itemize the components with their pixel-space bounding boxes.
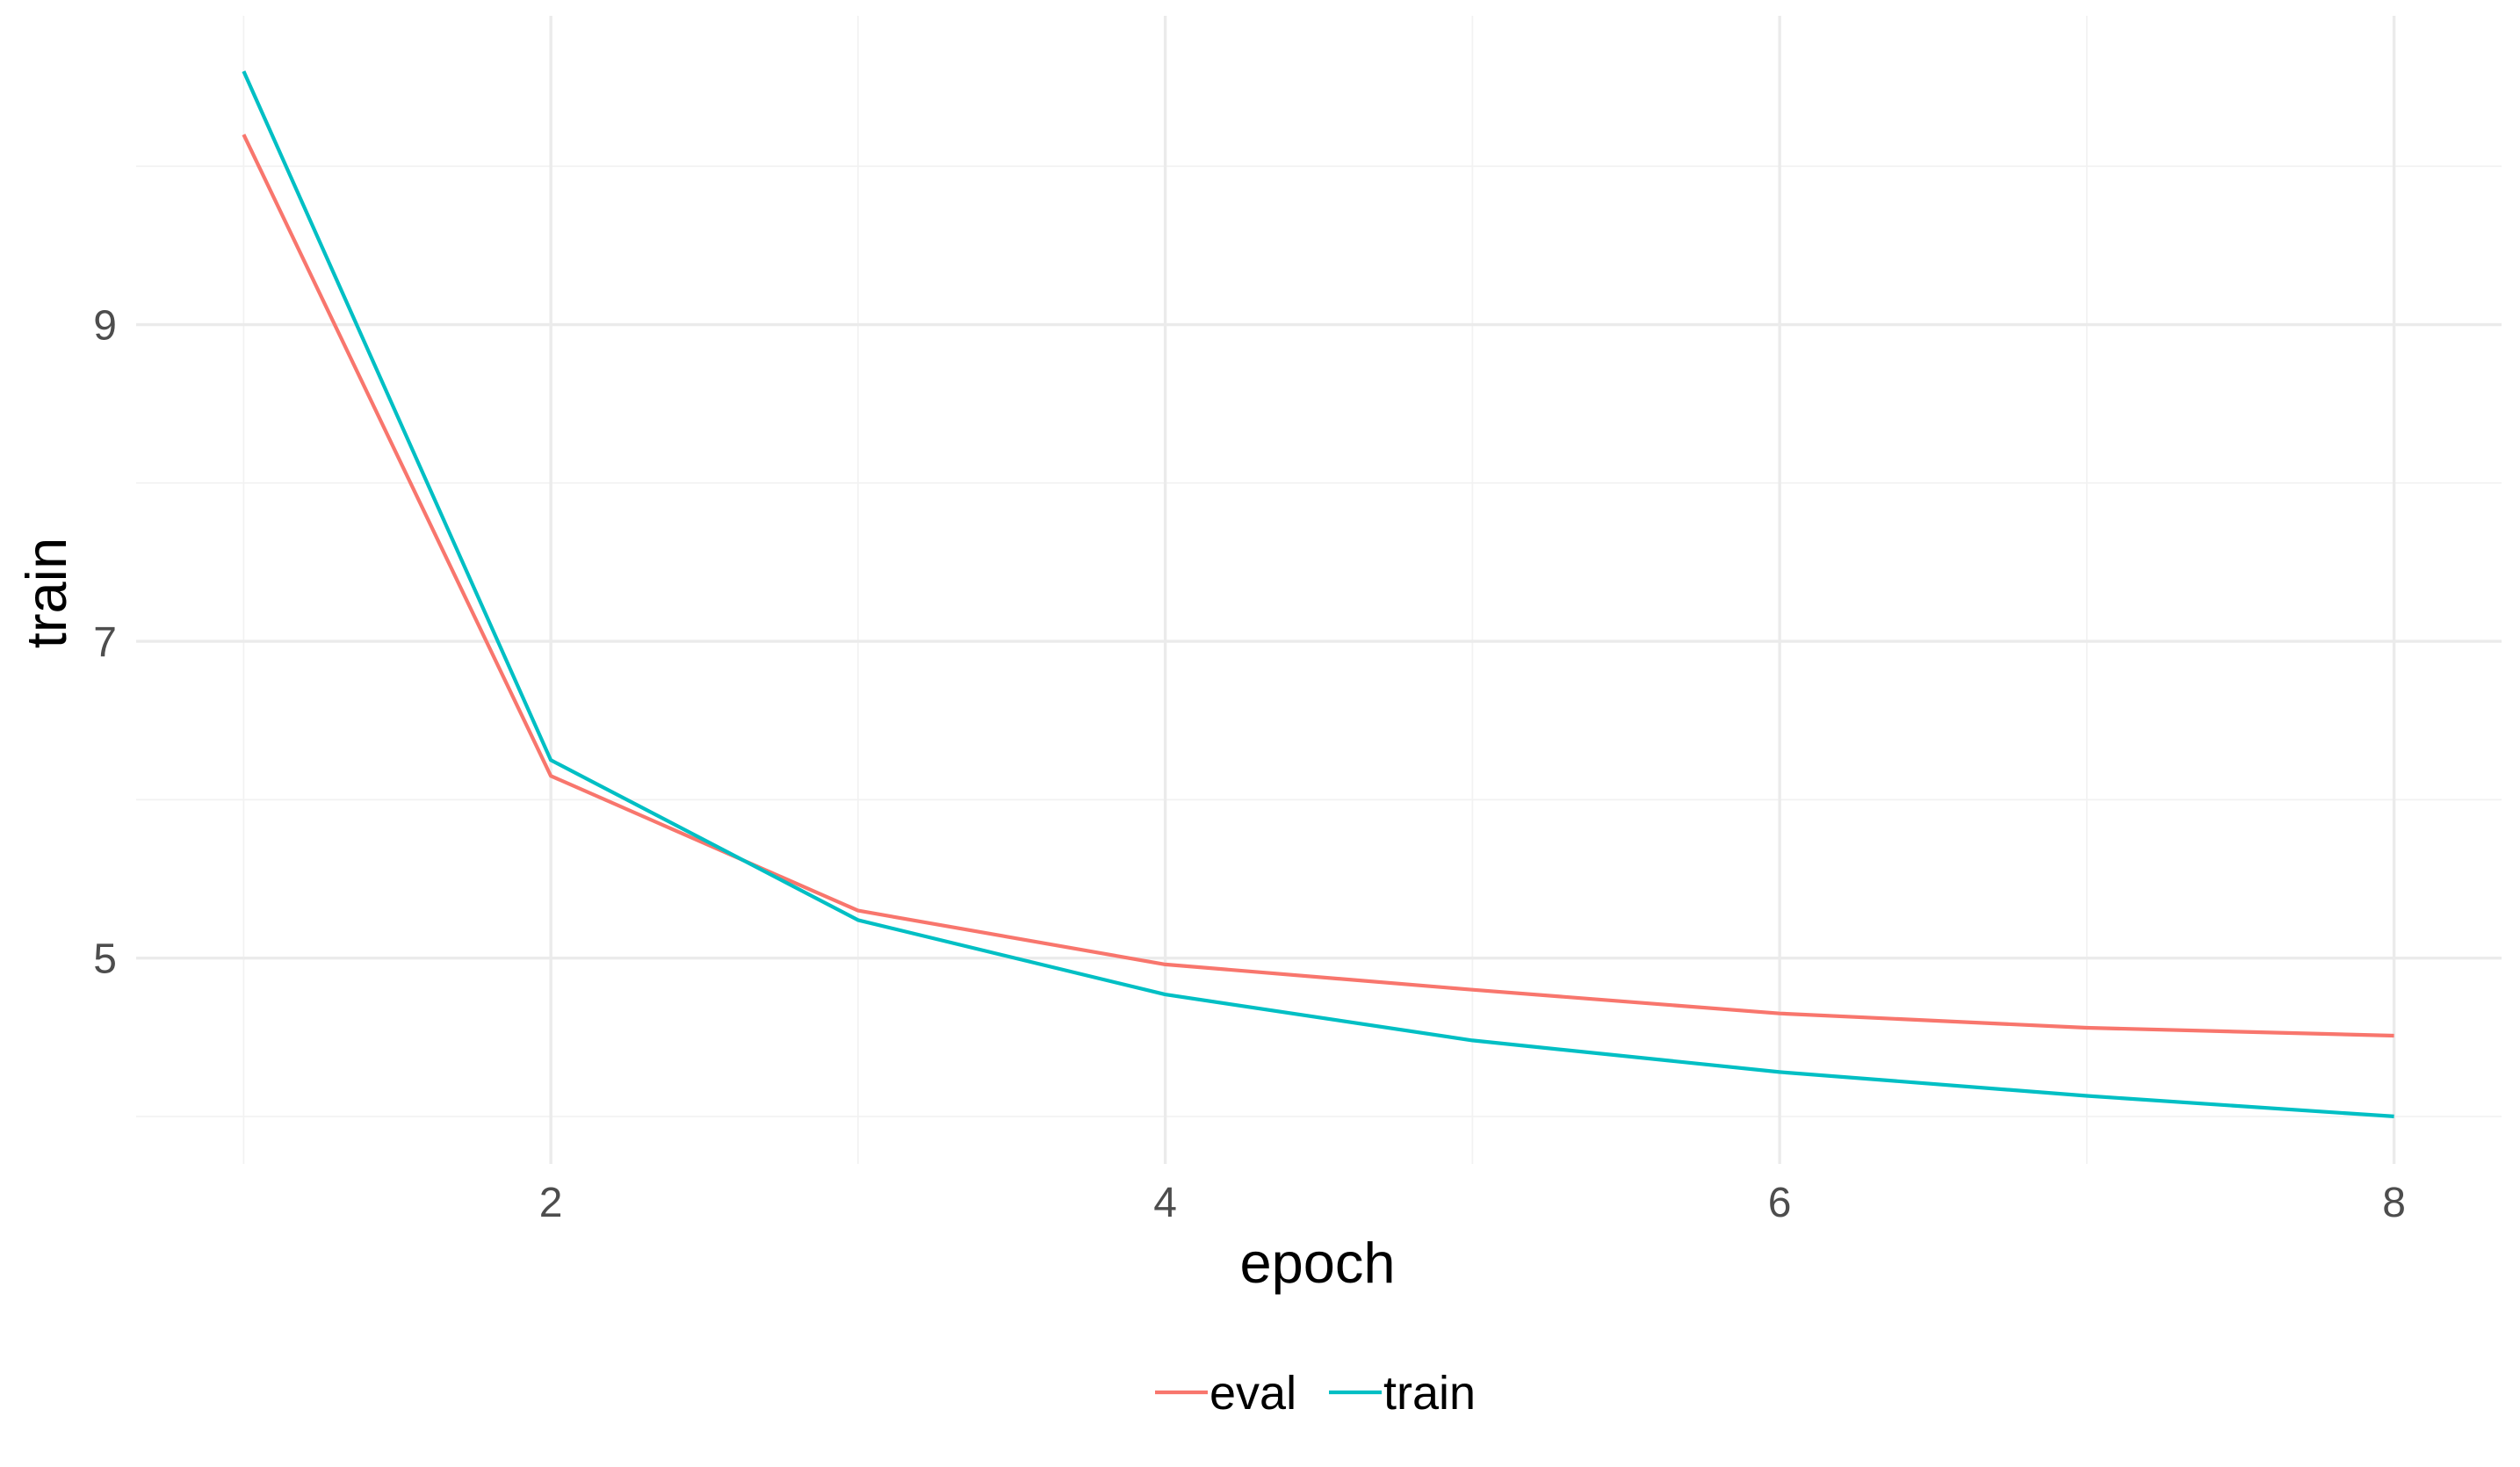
x-tick-label: 8 [2382, 1180, 2406, 1226]
x-tick-label: 2 [539, 1180, 563, 1226]
y-axis-ticks: 5 7 9 [93, 303, 117, 983]
legend-label-eval: eval [1209, 1367, 1296, 1420]
legend-label-train: train [1383, 1367, 1476, 1420]
y-tick-label: 5 [93, 936, 117, 983]
y-tick-label: 7 [93, 619, 117, 666]
series-line-eval [242, 134, 2394, 1038]
x-axis-ticks: 2 4 6 8 [539, 1180, 2406, 1226]
legend: eval train [1155, 1367, 1476, 1420]
x-tick-label: 6 [1768, 1180, 1792, 1226]
series-lines [242, 70, 2394, 1118]
grid [136, 16, 2502, 1164]
y-axis-title: train [14, 538, 78, 648]
y-tick-label: 9 [93, 303, 117, 350]
x-axis-title: epoch [1239, 1231, 1395, 1295]
x-tick-label: 4 [1153, 1180, 1177, 1226]
series-line-train [242, 70, 2394, 1118]
